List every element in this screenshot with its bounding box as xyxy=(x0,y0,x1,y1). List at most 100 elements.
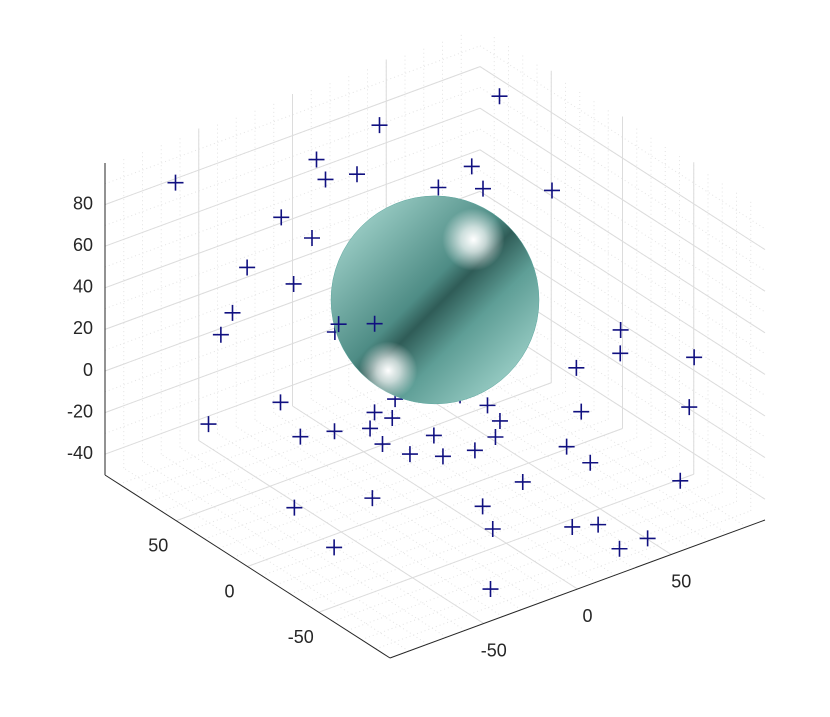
grid-line xyxy=(479,190,766,375)
point xyxy=(482,581,499,598)
minor-grid xyxy=(479,211,766,396)
grid-line xyxy=(318,473,694,613)
point xyxy=(590,516,607,533)
minor-grid xyxy=(423,357,710,542)
point xyxy=(366,315,383,332)
point xyxy=(330,316,347,333)
grid-line xyxy=(104,66,481,206)
point xyxy=(285,275,302,292)
minor-grid xyxy=(347,492,723,632)
minor-grid xyxy=(479,45,766,230)
grid-line xyxy=(479,66,766,251)
y-tick-label: -50 xyxy=(288,627,314,647)
minor-grid xyxy=(235,426,522,611)
point xyxy=(672,472,689,489)
minor-grid xyxy=(233,418,609,558)
minor-grid xyxy=(367,377,653,562)
point xyxy=(374,436,391,453)
axis-line xyxy=(104,474,391,659)
minor-grid xyxy=(304,464,680,604)
minor-grid xyxy=(348,384,635,569)
point xyxy=(272,394,289,411)
grid-line xyxy=(479,149,766,334)
point xyxy=(558,438,575,455)
z-tick-label: 40 xyxy=(73,277,93,297)
minor-grid xyxy=(442,350,728,535)
minor-grid xyxy=(142,460,428,645)
highlight xyxy=(359,341,418,400)
x-tick-label: 0 xyxy=(582,606,592,626)
x-tick-label: -50 xyxy=(481,640,507,660)
point xyxy=(304,230,320,246)
point xyxy=(212,326,229,343)
point xyxy=(484,521,501,537)
point xyxy=(463,158,480,175)
point xyxy=(475,180,491,197)
point xyxy=(612,321,629,338)
minor-grid xyxy=(273,412,560,597)
minor-grid xyxy=(104,86,481,226)
minor-grid xyxy=(104,128,481,268)
point xyxy=(308,151,325,168)
grid-line xyxy=(104,149,481,289)
minor-grid xyxy=(190,391,566,531)
point xyxy=(491,412,508,429)
z-tick-label: 0 xyxy=(83,360,93,380)
minor-grid xyxy=(179,446,466,631)
minor-grid xyxy=(217,433,503,618)
minor-grid xyxy=(275,446,652,586)
point xyxy=(568,359,585,376)
grid-line xyxy=(176,382,552,522)
minor-grid xyxy=(404,364,691,549)
point xyxy=(611,540,628,557)
point xyxy=(466,442,483,459)
point xyxy=(686,349,703,366)
grid-line xyxy=(479,107,766,292)
point xyxy=(362,420,379,437)
x-tick-label: 50 xyxy=(671,571,691,591)
minor-grid xyxy=(160,453,447,638)
point xyxy=(612,345,629,362)
minor-grid xyxy=(161,373,538,513)
minor-grid xyxy=(329,391,616,576)
point xyxy=(384,410,401,427)
z-tick-label: 80 xyxy=(73,193,93,213)
minor-grid xyxy=(375,510,751,650)
point xyxy=(544,182,560,199)
grid-line xyxy=(104,107,481,247)
minor-grid xyxy=(361,501,737,641)
point xyxy=(371,117,388,134)
point xyxy=(317,171,334,188)
point xyxy=(366,404,383,421)
minor-grid xyxy=(261,437,637,577)
y-tick-label: 50 xyxy=(148,536,168,556)
y-tick-label: 0 xyxy=(224,581,234,601)
grid-line xyxy=(247,428,623,567)
minor-grid xyxy=(104,45,481,185)
minor-grid xyxy=(218,409,595,549)
point xyxy=(200,416,217,433)
point xyxy=(639,530,656,547)
point xyxy=(681,399,698,416)
point xyxy=(514,473,531,490)
point xyxy=(349,166,365,183)
point xyxy=(474,498,491,515)
z-tick-label: 20 xyxy=(73,318,93,338)
point xyxy=(564,518,581,535)
point xyxy=(434,448,451,465)
point xyxy=(364,490,381,507)
z-tick-label: -20 xyxy=(67,401,93,421)
minor-grid xyxy=(204,400,580,540)
point xyxy=(224,304,241,321)
minor-grid xyxy=(479,128,766,313)
point xyxy=(573,403,590,420)
point xyxy=(401,446,418,463)
point xyxy=(292,428,309,445)
point xyxy=(239,259,256,276)
point xyxy=(326,539,343,556)
point xyxy=(479,397,496,414)
minor-grid xyxy=(123,467,410,652)
minor-grid xyxy=(290,455,666,595)
